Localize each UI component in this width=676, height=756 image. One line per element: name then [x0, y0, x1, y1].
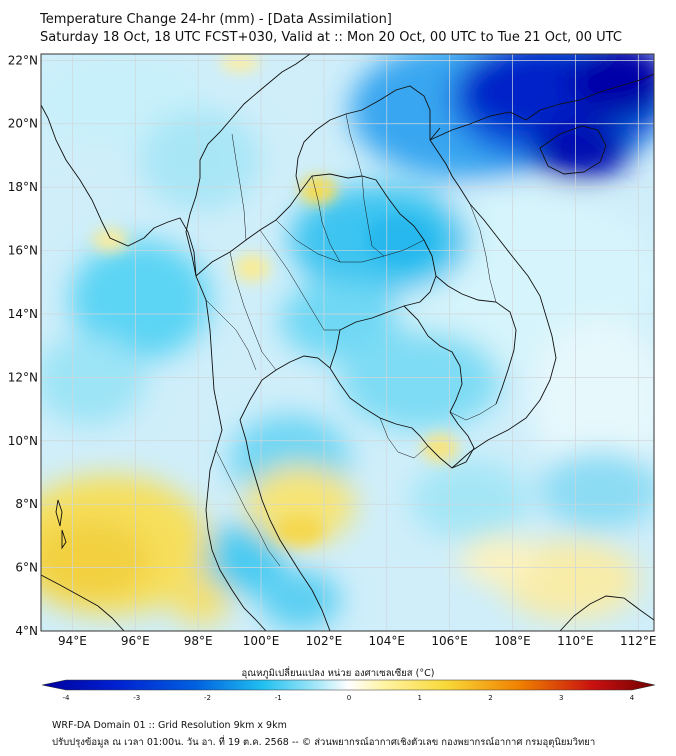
lat-tick-label: 16°N — [8, 244, 38, 258]
colorbar-tick-label: 0 — [347, 694, 351, 702]
map-title: Temperature Change 24-hr (mm) - [Data As… — [40, 12, 392, 27]
lat-tick-label: 14°N — [8, 307, 38, 321]
colorbar-label: อุณหภูมิเปลี่ยนแปลง หน่วย องศาเซลเซียส (… — [241, 668, 435, 679]
lon-tick-label: 104°E — [369, 634, 406, 648]
plot-frame — [40, 53, 655, 632]
colorbar-tick-label: 2 — [488, 694, 492, 702]
colorbar-tick-label: 4 — [630, 694, 635, 702]
lat-tick-label: 8°N — [15, 497, 38, 511]
lon-tick-label: 112°E — [620, 634, 657, 648]
lat-tick-label: 12°N — [8, 370, 38, 384]
lat-tick-label: 4°N — [15, 624, 38, 638]
lon-tick-label: 100°E — [243, 634, 280, 648]
lon-tick-label: 110°E — [557, 634, 594, 648]
lon-tick-label: 98°E — [184, 634, 213, 648]
colorbar-ticks: -4 -3 -2 -1 0 1 2 3 4 — [63, 694, 635, 702]
lon-tick-label: 106°E — [431, 634, 468, 648]
coastlines-and-borders — [41, 54, 654, 631]
latitude-labels: 22°N 20°N 18°N 16°N 14°N 12°N 10°N 8°N 6°N 4°N — [8, 53, 38, 638]
colorbar-tick-label: -3 — [133, 694, 140, 702]
footer-line-1: WRF-DA Domain 01 :: Grid Resolution 9km … — [52, 720, 287, 731]
longitude-labels: 94°E 96°E 98°E 100°E 102°E 104°E 106°E 108°E 110… — [58, 634, 657, 648]
colorbar-tick-label: -1 — [275, 694, 282, 702]
colorbar-tick-label: 1 — [418, 694, 422, 702]
colorbar-tick-label: -2 — [204, 694, 211, 702]
map-subtitle: Saturday 18 Oct, 18 UTC FCST+030, Valid … — [40, 30, 622, 45]
lat-tick-label: 22°N — [8, 53, 38, 67]
lat-tick-label: 6°N — [15, 561, 38, 575]
colorbar: -4 -3 -2 -1 0 1 2 3 4 — [41, 679, 656, 702]
lat-tick-label: 20°N — [8, 117, 38, 131]
lon-tick-label: 96°E — [121, 634, 150, 648]
lon-tick-label: 108°E — [494, 634, 531, 648]
lon-tick-label: 94°E — [58, 634, 87, 648]
lat-tick-label: 18°N — [8, 180, 38, 194]
temperature-field — [41, 54, 654, 631]
lat-lon-grid — [41, 54, 654, 631]
lon-tick-label: 102°E — [306, 634, 343, 648]
colorbar-tick-label: 3 — [559, 694, 563, 702]
lat-tick-label: 10°N — [8, 434, 38, 448]
colorbar-tick-label: -4 — [63, 694, 71, 702]
footer-line-2: ปรับปรุงข้อมูล ณ เวลา 01:00น. วัน อา. ที… — [52, 737, 596, 748]
